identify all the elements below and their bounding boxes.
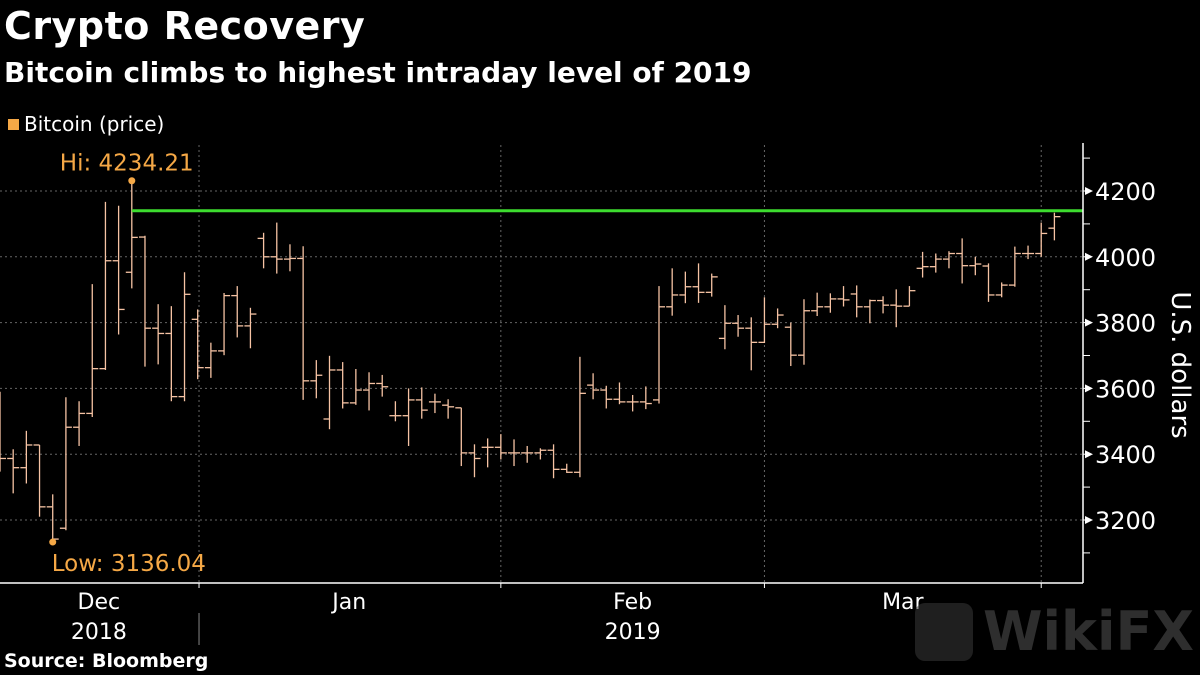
y-tick-marker (1085, 516, 1093, 524)
x-tick-label: Dec (78, 590, 121, 615)
x-tick-label: Jan (330, 590, 366, 615)
wikifx-logo-icon (914, 602, 973, 661)
y-tick-marker (1085, 187, 1093, 195)
y-tick-label: 3800 (1095, 310, 1156, 338)
high-marker (128, 177, 136, 185)
low-marker (49, 538, 57, 546)
low-label: Low: 3136.04 (52, 551, 206, 577)
chart-subtitle: Bitcoin climbs to highest intraday level… (4, 56, 752, 89)
high-label: Hi: 4234.21 (60, 151, 194, 177)
y-tick-label: 3600 (1095, 375, 1156, 403)
y-tick-marker (1085, 318, 1093, 327)
wikifx-watermark: WikiFX (914, 600, 1194, 663)
x-year-label: 2018 (71, 620, 127, 645)
y-tick-marker (1085, 384, 1093, 393)
wikifx-watermark-text: WikiFX (982, 600, 1194, 663)
x-year-label: 2019 (605, 620, 661, 645)
y-axis-title: U.S. dollars (1165, 291, 1195, 438)
y-tick-label: 4200 (1095, 178, 1156, 206)
source-note: Source: Bloomberg (4, 650, 209, 672)
legend: Bitcoin (price) (8, 112, 164, 136)
y-tick-label: 3400 (1095, 441, 1156, 469)
chart-title: Crypto Recovery (4, 4, 366, 48)
x-tick-label: Feb (613, 590, 652, 615)
y-tick-marker (1085, 252, 1093, 261)
legend-label: Bitcoin (price) (24, 112, 165, 136)
legend-swatch (8, 118, 19, 130)
y-tick-label: 4000 (1095, 244, 1156, 272)
y-tick-label: 3200 (1095, 507, 1156, 535)
y-tick-marker (1085, 450, 1093, 459)
